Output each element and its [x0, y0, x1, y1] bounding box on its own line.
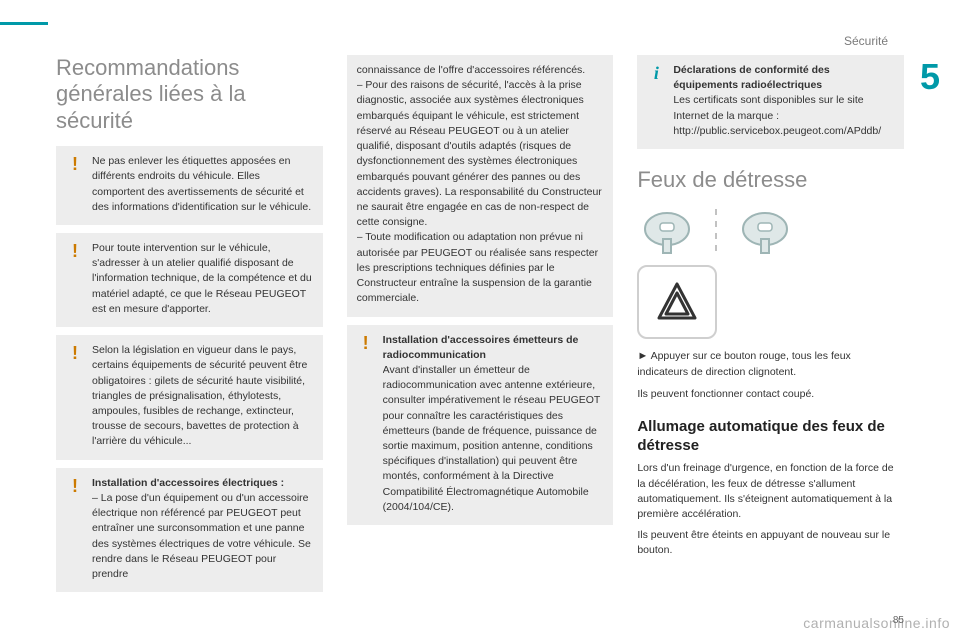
- warning-box-equipment: ! Selon la législation en vigueur dans l…: [56, 335, 323, 460]
- cont-line-3: – Toute modification ou adaptation non p…: [357, 231, 598, 304]
- cont-line-1: connaissance de l'offre d'accessoires ré…: [357, 64, 586, 76]
- warning-body: Avant d'installer un émetteur de radioco…: [383, 364, 600, 513]
- column-1: Recommandations générales liées à la séc…: [56, 55, 323, 610]
- instruction-text: ► Appuyer sur ce bouton rouge, tous les …: [637, 349, 904, 380]
- steering-wheel-right-icon: [735, 209, 795, 255]
- heading-recommendations: Recommandations générales liées à la séc…: [56, 55, 323, 134]
- info-box-conformity: i Déclarations de conformité des équipem…: [637, 55, 904, 149]
- warning-text: Installation d'accessoires émetteurs de …: [383, 333, 604, 516]
- paragraph-2: Ils peuvent être éteints en appuyant de …: [637, 528, 904, 558]
- info-url: http://public.servicebox.peugeot.com/APd…: [673, 125, 881, 137]
- warning-icon: !: [66, 477, 84, 495]
- info-body: Les certificats sont disponibles sur le …: [673, 94, 863, 121]
- watermark: carmanualsonline.info: [803, 613, 950, 634]
- info-title: Déclarations de conformité des équipemen…: [673, 64, 829, 91]
- column-3: i Déclarations de conformité des équipem…: [637, 55, 904, 610]
- warning-text: Installation d'accessoires électriques :…: [92, 476, 313, 583]
- info-text: Déclarations de conformité des équipemen…: [673, 63, 894, 139]
- top-accent-line: [0, 22, 48, 25]
- subheading-auto-hazard: Allumage automatique des feux de détress…: [637, 418, 904, 456]
- warning-icon: !: [357, 334, 375, 352]
- warning-text: connaissance de l'offre d'accessoires ré…: [357, 63, 604, 307]
- steering-wheel-illustration: [637, 209, 904, 255]
- warning-icon: !: [66, 242, 84, 260]
- warning-title: Installation d'accessoires électriques :: [92, 477, 284, 489]
- warning-text: Selon la législation en vigueur dans le …: [92, 343, 313, 450]
- instruction-body: Appuyer sur ce bouton rouge, tous les fe…: [637, 350, 850, 378]
- warning-icon: !: [66, 344, 84, 362]
- warning-text: Pour toute intervention sur le véhicule,…: [92, 241, 313, 317]
- cont-line-2: – Pour des raisons de sécurité, l'accès …: [357, 79, 602, 228]
- warning-title: Installation d'accessoires émetteurs de …: [383, 334, 579, 361]
- arrow-icon: ►: [637, 350, 648, 362]
- section-label: Sécurité: [844, 32, 888, 50]
- warning-box-electrical: ! Installation d'accessoires électriques…: [56, 468, 323, 593]
- warning-box-continuation: connaissance de l'offre d'accessoires ré…: [347, 55, 614, 317]
- info-icon: i: [647, 64, 665, 82]
- vertical-separator: [715, 209, 717, 255]
- note-text: Ils peuvent fonctionner contact coupé.: [637, 387, 904, 402]
- content-columns: Recommandations générales liées à la séc…: [56, 55, 904, 610]
- warning-box-radio: ! Installation d'accessoires émetteurs d…: [347, 325, 614, 526]
- warning-text: Ne pas enlever les étiquettes apposées e…: [92, 154, 313, 215]
- paragraph-1: Lors d'un freinage d'urgence, en fonctio…: [637, 461, 904, 522]
- warning-box-labels: ! Ne pas enlever les étiquettes apposées…: [56, 146, 323, 225]
- hazard-button-illustration: [637, 265, 717, 339]
- column-2: connaissance de l'offre d'accessoires ré…: [347, 55, 614, 610]
- chapter-number: 5: [920, 50, 940, 104]
- hazard-triangle-icon: [655, 280, 699, 324]
- heading-hazard-lights: Feux de détresse: [637, 167, 904, 193]
- warning-body: – La pose d'un équipement ou d'un access…: [92, 492, 311, 580]
- warning-box-workshop: ! Pour toute intervention sur le véhicul…: [56, 233, 323, 327]
- steering-wheel-left-icon: [637, 209, 697, 255]
- warning-icon: !: [66, 155, 84, 173]
